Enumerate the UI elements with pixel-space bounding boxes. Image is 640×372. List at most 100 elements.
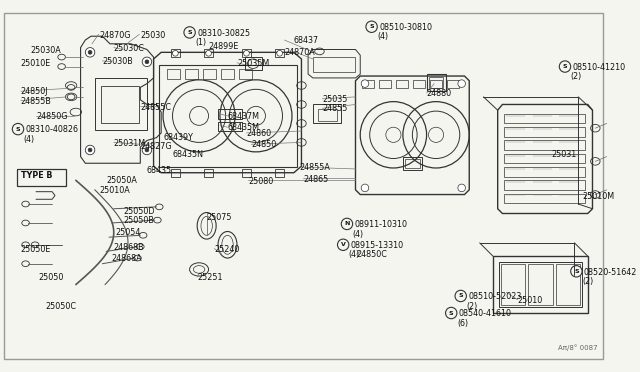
Ellipse shape	[244, 51, 250, 56]
Text: 24868B: 24868B	[114, 243, 145, 252]
Text: 68439Y: 68439Y	[163, 133, 193, 142]
Text: S: S	[574, 269, 579, 274]
Text: 25050D: 25050D	[124, 207, 155, 216]
Text: 25050: 25050	[38, 273, 63, 282]
Ellipse shape	[337, 239, 349, 250]
Text: 24860: 24860	[246, 129, 271, 138]
Text: 24855B: 24855B	[21, 97, 52, 106]
Text: Aπ/8° 0087: Aπ/8° 0087	[557, 344, 597, 351]
Text: (1): (1)	[195, 38, 207, 47]
Bar	[429, 77, 443, 89]
Bar	[504, 193, 585, 203]
Text: 25251: 25251	[197, 273, 223, 282]
Ellipse shape	[571, 266, 582, 277]
Bar	[379, 80, 390, 89]
Bar	[493, 256, 588, 313]
Text: 25054: 25054	[116, 228, 141, 237]
Bar	[275, 49, 284, 57]
Text: 24850C: 24850C	[356, 250, 387, 259]
Text: 25240: 25240	[214, 245, 239, 254]
Text: 08510-30810: 08510-30810	[379, 23, 432, 32]
Bar	[504, 154, 585, 163]
Bar	[504, 127, 585, 137]
Text: 08310-40826: 08310-40826	[26, 125, 79, 134]
Ellipse shape	[361, 184, 369, 192]
Bar	[244, 57, 262, 70]
Bar	[504, 180, 585, 190]
Bar	[167, 70, 180, 79]
Text: S: S	[16, 126, 20, 132]
Text: 25035: 25035	[323, 95, 348, 104]
Text: 68435M: 68435M	[227, 124, 259, 132]
Text: (4): (4)	[24, 135, 35, 144]
Ellipse shape	[277, 51, 282, 56]
Bar	[447, 80, 459, 89]
Bar	[499, 262, 582, 307]
Text: 68435: 68435	[147, 166, 172, 175]
Text: 25035M: 25035M	[237, 59, 269, 68]
Text: 24855C: 24855C	[140, 103, 172, 112]
Bar	[218, 122, 242, 131]
Text: 25030A: 25030A	[30, 46, 61, 55]
Text: S: S	[449, 311, 454, 315]
Text: 24865: 24865	[303, 174, 328, 184]
Text: 24855A: 24855A	[300, 163, 330, 172]
Ellipse shape	[145, 60, 149, 64]
Ellipse shape	[88, 51, 92, 54]
Text: 08915-13310: 08915-13310	[351, 241, 404, 250]
Bar	[204, 169, 213, 177]
Ellipse shape	[205, 51, 211, 56]
Bar	[185, 70, 198, 79]
Ellipse shape	[445, 307, 457, 319]
Text: S: S	[563, 64, 567, 69]
Text: 25050E: 25050E	[21, 245, 51, 254]
Text: 08510-52023: 08510-52023	[468, 292, 522, 301]
Text: N: N	[344, 221, 349, 227]
Text: 25030: 25030	[140, 31, 166, 39]
Text: 24870G: 24870G	[100, 31, 131, 39]
Text: 24850J: 24850J	[21, 87, 49, 96]
Text: 25050B: 25050B	[124, 217, 154, 225]
Text: V: V	[340, 242, 346, 247]
Text: 68435N: 68435N	[173, 150, 204, 159]
Text: 24899E: 24899E	[209, 42, 239, 51]
Ellipse shape	[12, 124, 24, 135]
Text: 08310-30825: 08310-30825	[197, 29, 250, 38]
Bar	[218, 109, 242, 119]
Bar	[504, 167, 585, 177]
Ellipse shape	[366, 21, 378, 32]
Bar	[504, 141, 585, 150]
Text: 25030C: 25030C	[114, 44, 145, 53]
Ellipse shape	[559, 61, 571, 72]
Text: (4): (4)	[349, 250, 360, 259]
Ellipse shape	[85, 145, 95, 155]
Text: 24827G: 24827G	[140, 142, 172, 151]
Text: 25080: 25080	[248, 177, 274, 186]
Text: 24850G: 24850G	[36, 112, 68, 121]
Ellipse shape	[173, 51, 178, 56]
Ellipse shape	[85, 48, 95, 57]
Bar	[275, 169, 284, 177]
Ellipse shape	[88, 148, 92, 152]
Bar	[413, 80, 425, 89]
Bar	[242, 169, 252, 177]
Bar	[95, 78, 147, 130]
Ellipse shape	[458, 184, 465, 192]
Text: 08540-41610: 08540-41610	[459, 309, 512, 318]
Text: (2): (2)	[467, 302, 477, 311]
Bar	[171, 49, 180, 57]
Text: S: S	[369, 24, 374, 29]
Text: (2): (2)	[571, 72, 582, 81]
Bar	[500, 264, 525, 305]
Bar	[101, 86, 140, 124]
Bar	[17, 169, 67, 186]
Text: 68437: 68437	[294, 36, 319, 45]
Text: 25030B: 25030B	[102, 57, 133, 66]
Text: 25031M: 25031M	[114, 139, 146, 148]
Bar	[203, 70, 216, 79]
Text: S: S	[458, 294, 463, 298]
Text: (2): (2)	[582, 277, 593, 286]
Text: 24870A: 24870A	[284, 48, 315, 57]
Text: 08911-10310: 08911-10310	[355, 220, 408, 229]
Text: 25010: 25010	[518, 296, 543, 305]
